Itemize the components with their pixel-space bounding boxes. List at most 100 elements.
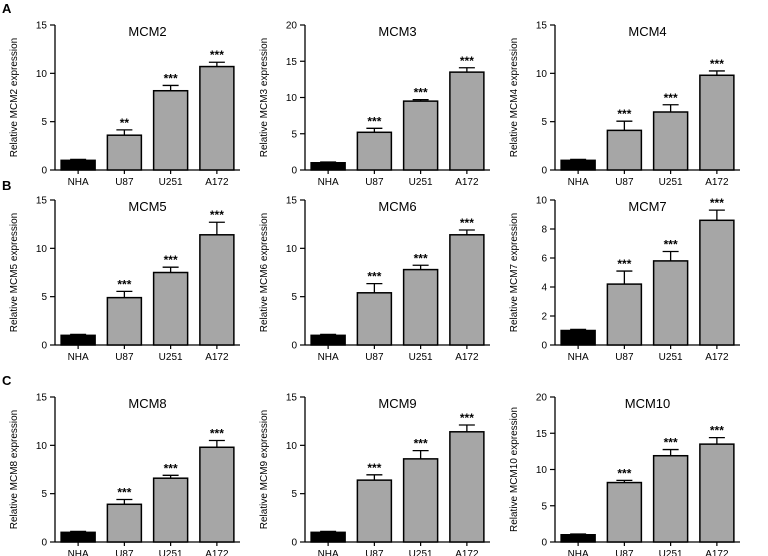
y-axis-label: Relative MCM5 expression [9,213,20,333]
chart-title: MCM8 [128,396,166,411]
y-axis-label: Relative MCM4 expression [509,38,520,158]
bar-a172 [699,443,735,543]
x-tick-label: A172 [455,549,479,556]
y-tick-label: 10 [36,441,48,452]
x-tick-label: U87 [365,549,384,556]
y-axis-label: Relative MCM9 expression [259,410,270,530]
significance-label: *** [210,208,224,222]
y-tick-label: 10 [536,196,548,207]
chart-mcm4: MCM4 0 5 10 15 Relative MCM4 expression NHA U87… [509,21,740,188]
y-axis-label: Relative MCM8 expression [9,410,20,530]
x-tick-label: A172 [205,352,229,363]
x-tick-label: A172 [705,352,729,363]
bar-u251 [652,260,689,346]
bar-u87 [356,479,393,543]
significance-label: *** [664,91,678,105]
significance-label: *** [164,461,178,475]
panel-letter-c: C [2,373,12,388]
y-tick-label: 0 [41,538,47,549]
significance-label: *** [164,253,178,267]
y-tick-label: 0 [541,538,547,549]
y-tick-label: 5 [541,117,547,128]
y-tick-label: 5 [291,489,297,500]
bar-u251 [402,458,439,543]
significance-label: *** [460,411,474,425]
bar-a172 [199,234,235,346]
y-tick-label: 20 [536,393,548,404]
chart-title: MCM7 [628,199,666,214]
x-tick-label: A172 [705,549,729,556]
bar-a172 [699,74,735,171]
chart-mcm5: MCM5 0 5 10 15 Relative MCM5 expression NHA U87… [9,196,240,363]
bar-u251 [402,100,439,171]
x-tick-label: U251 [659,177,683,188]
y-tick-label: 5 [291,292,297,303]
bar-u87 [106,503,143,543]
x-tick-label: NHA [68,352,89,363]
bar-u251 [652,111,689,171]
x-tick-label: U251 [659,549,683,556]
y-tick-label: 0 [41,341,47,352]
bar-nha [310,162,346,171]
y-tick-label: 15 [36,196,48,207]
bar-u251 [652,454,689,543]
significance-label: *** [617,466,631,480]
x-tick-label: NHA [568,549,589,556]
chart-title: MCM2 [128,24,166,39]
panel-letter-b: B [2,178,11,193]
chart-mcm6: MCM6 0 5 10 15 Relative MCM6 expression NHA U87… [259,196,490,363]
significance-label: *** [414,437,428,451]
y-axis-label: Relative MCM3 expression [259,38,270,158]
y-tick-label: 6 [541,254,547,265]
bar-u251 [402,268,439,346]
chart-mcm10: MCM10 0 5 10 15 20 Relative MCM10 expression NH… [509,393,740,556]
x-tick-label: U251 [409,177,433,188]
y-tick-label: 10 [536,69,548,80]
y-tick-label: 10 [536,465,548,476]
y-tick-label: 10 [36,244,48,255]
bar-u87 [606,283,643,346]
y-tick-label: 0 [541,166,547,177]
x-tick-label: A172 [455,177,479,188]
significance-label: *** [210,48,224,62]
significance-label: *** [460,54,474,68]
y-axis-label: Relative MCM7 expression [509,213,520,333]
bar-a172 [199,65,235,171]
y-tick-label: 15 [286,57,298,68]
y-tick-label: 10 [286,441,298,452]
y-tick-label: 4 [541,283,547,294]
y-tick-label: 5 [291,129,297,140]
x-tick-label: U251 [159,352,183,363]
bar-u87 [606,481,643,543]
y-axis-label: Relative MCM10 expression [509,407,520,532]
y-tick-label: 15 [36,393,48,404]
bar-u251 [152,477,189,543]
significance-label: *** [367,114,381,128]
significance-label: *** [710,424,724,438]
bar-u87 [356,292,393,346]
x-tick-label: U87 [615,352,634,363]
x-tick-label: U251 [409,352,433,363]
significance-label: *** [210,427,224,441]
x-tick-label: NHA [68,177,89,188]
y-tick-label: 15 [286,196,298,207]
y-axis-label: Relative MCM2 expression [9,38,20,158]
chart-mcm7: MCM7 0 2 4 6 8 10 Relative MCM7 expression NHA U8… [509,196,740,363]
bar-a172 [699,219,735,346]
y-tick-label: 10 [286,244,298,255]
chart-title: MCM10 [625,396,671,411]
significance-label: *** [617,257,631,271]
x-tick-label: U87 [365,352,384,363]
x-tick-label: NHA [568,177,589,188]
bar-u87 [356,131,393,171]
significance-label: *** [367,461,381,475]
x-tick-label: U87 [115,352,134,363]
y-tick-label: 15 [536,429,548,440]
chart-title: MCM6 [378,199,416,214]
significance-label: *** [117,277,131,291]
x-tick-label: U87 [115,549,134,556]
chart-mcm8: MCM8 0 5 10 15 Relative MCM8 expression NHA U87… [9,393,240,556]
x-tick-label: NHA [318,549,339,556]
x-tick-label: U251 [159,549,183,556]
